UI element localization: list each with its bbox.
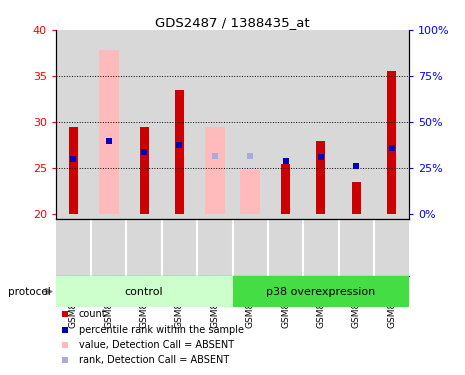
Bar (197, 30, 232, 219)
Bar (99, 50, 119, 214)
Bar (374, 219, 409, 276)
Title: GDS2487 / 1388435_at: GDS2487 / 1388435_at (155, 16, 310, 29)
Bar (281, 164, 290, 214)
Bar (126, 30, 162, 219)
Text: count: count (79, 309, 106, 320)
Text: p38 overexpression: p38 overexpression (266, 286, 375, 297)
Bar (56, 219, 91, 276)
Bar (56, 30, 91, 219)
Text: value, Detection Call = ABSENT: value, Detection Call = ABSENT (79, 340, 234, 350)
Bar (232, 276, 409, 307)
Bar (387, 72, 396, 214)
Bar (126, 219, 162, 276)
Bar (374, 30, 409, 219)
Bar (268, 30, 303, 219)
Bar (91, 30, 126, 219)
Bar (268, 219, 303, 276)
Bar (140, 127, 149, 214)
Bar (316, 141, 325, 214)
Bar (69, 127, 78, 214)
Bar (232, 30, 268, 219)
Bar (197, 219, 232, 276)
Bar (339, 219, 374, 276)
Bar (303, 219, 339, 276)
Bar (205, 127, 225, 214)
Bar (56, 276, 232, 307)
Bar (352, 182, 360, 214)
Bar (232, 219, 268, 276)
Text: control: control (125, 286, 164, 297)
Bar (240, 170, 260, 214)
Text: rank, Detection Call = ABSENT: rank, Detection Call = ABSENT (79, 355, 229, 365)
Bar (162, 30, 197, 219)
Text: percentile rank within the sample: percentile rank within the sample (79, 324, 244, 334)
Bar (175, 90, 184, 214)
Bar (91, 219, 126, 276)
Bar (303, 30, 339, 219)
Bar (339, 30, 374, 219)
Bar (162, 219, 197, 276)
Text: protocol: protocol (8, 286, 51, 297)
